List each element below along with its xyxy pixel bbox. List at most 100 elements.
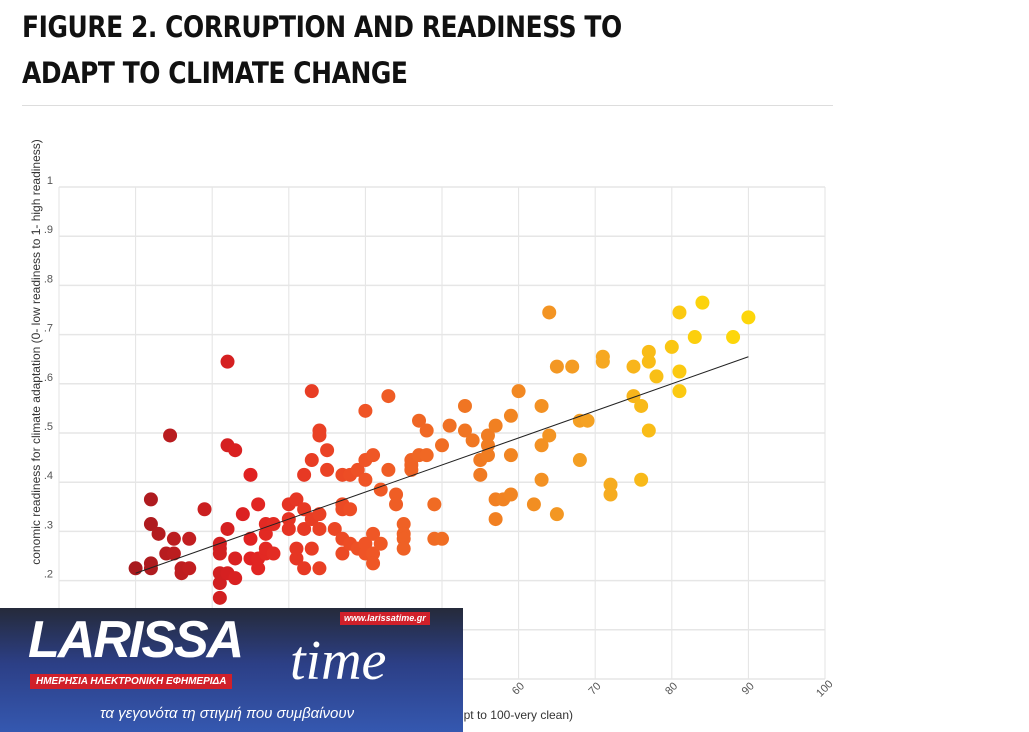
- data-point: [412, 413, 427, 428]
- data-point: [366, 546, 381, 561]
- larissatime-logo: LARISSA time www.larissatime.gr ΗΜΕΡΗΣΙΑ…: [0, 608, 463, 732]
- data-point: [281, 521, 296, 536]
- data-point: [143, 492, 158, 507]
- data-point: [396, 517, 411, 532]
- data-point: [726, 330, 741, 345]
- data-point: [251, 497, 266, 512]
- data-point: [312, 507, 327, 522]
- data-point: [320, 462, 335, 477]
- data-point: [289, 551, 304, 566]
- data-point: [542, 305, 557, 320]
- logo-subtitle: ΗΜΕΡΗΣΙΑ ΗΛΕΚΤΡΟΝΙΚΗ ΕΦΗΜΕΡΙΔΑ: [30, 674, 233, 689]
- x-axis-ticks: 60 70 80 90 100: [510, 678, 836, 699]
- data-point: [304, 541, 319, 556]
- data-point: [297, 561, 312, 576]
- data-point: [312, 423, 327, 438]
- x-tick-label: 90: [740, 680, 757, 697]
- data-point: [634, 472, 649, 487]
- data-point: [565, 359, 580, 374]
- logo-slogan: τα γεγονότα τη στιγμή που συμβαίνουν: [100, 705, 355, 722]
- x-tick-label: 100: [814, 678, 835, 699]
- data-point: [404, 462, 419, 477]
- data-point: [534, 398, 549, 413]
- data-point: [511, 384, 526, 399]
- logo-url: www.larissatime.gr: [340, 612, 430, 625]
- data-point: [212, 590, 227, 605]
- data-point: [435, 438, 449, 453]
- data-point: [258, 526, 273, 541]
- data-point: [312, 561, 327, 576]
- data-point: [503, 487, 518, 502]
- data-point: [626, 359, 641, 374]
- y-tick-label: .8: [44, 273, 53, 285]
- data-point: [220, 521, 235, 536]
- data-point: [312, 521, 327, 536]
- title-divider: [22, 105, 833, 106]
- data-point: [641, 354, 656, 369]
- data-point: [396, 541, 411, 556]
- data-point: [457, 423, 472, 438]
- logo-brand-suffix: time: [290, 630, 387, 692]
- data-point: [419, 448, 434, 463]
- data-point: [304, 453, 319, 468]
- data-point: [480, 438, 495, 453]
- data-point: [289, 541, 304, 556]
- data-point: [649, 369, 664, 384]
- data-point: [687, 330, 702, 345]
- data-point: [419, 423, 434, 438]
- data-point: [251, 561, 266, 576]
- data-point: [289, 492, 304, 507]
- logo-brand: LARISSA: [28, 611, 244, 669]
- page-title: FIGURE 2. CORRUPTION AND READINESS TO AD…: [22, 10, 622, 90]
- data-point: [182, 531, 197, 546]
- data-point: [534, 438, 549, 453]
- data-point: [381, 389, 396, 404]
- data-point: [549, 507, 564, 522]
- data-point: [572, 453, 587, 468]
- data-point: [373, 536, 388, 551]
- data-point: [488, 418, 503, 433]
- x-axis-label: upt to 100-very clean): [457, 708, 573, 722]
- data-point: [297, 521, 312, 536]
- y-axis-label: conomic readiness for climate adaptation…: [29, 139, 43, 565]
- data-point: [664, 339, 679, 354]
- data-point: [212, 576, 227, 591]
- data-point: [435, 531, 449, 546]
- data-point: [695, 295, 710, 310]
- data-point: [549, 359, 564, 374]
- data-point: [166, 546, 181, 561]
- data-point: [358, 472, 373, 487]
- data-point: [366, 448, 381, 463]
- data-point: [335, 546, 350, 561]
- x-tick-label: 80: [663, 680, 680, 697]
- data-point: [672, 305, 687, 320]
- data-point: [672, 364, 687, 379]
- y-tick-label: .6: [44, 372, 53, 384]
- data-point: [641, 344, 656, 359]
- data-point: [503, 448, 518, 463]
- data-point: [465, 433, 480, 448]
- data-point: [389, 487, 404, 502]
- data-point: [396, 531, 411, 546]
- data-point: [320, 443, 335, 458]
- data-point: [343, 502, 358, 517]
- y-tick-label: .5: [44, 421, 53, 433]
- data-point: [151, 526, 166, 541]
- y-tick-label: .9: [44, 224, 53, 236]
- data-point: [212, 546, 227, 561]
- data-point: [220, 354, 235, 369]
- data-point: [534, 472, 549, 487]
- data-point: [595, 354, 610, 369]
- data-point: [197, 502, 212, 517]
- data-point: [373, 482, 388, 497]
- data-point: [297, 467, 312, 482]
- data-point: [473, 467, 488, 482]
- data-point: [243, 531, 258, 546]
- trendline: [135, 356, 749, 574]
- data-point: [304, 384, 319, 399]
- data-point: [389, 497, 404, 512]
- data-point: [358, 536, 373, 551]
- data-point: [480, 428, 495, 443]
- data-point: [366, 526, 381, 541]
- y-tick-label: .4: [44, 470, 53, 482]
